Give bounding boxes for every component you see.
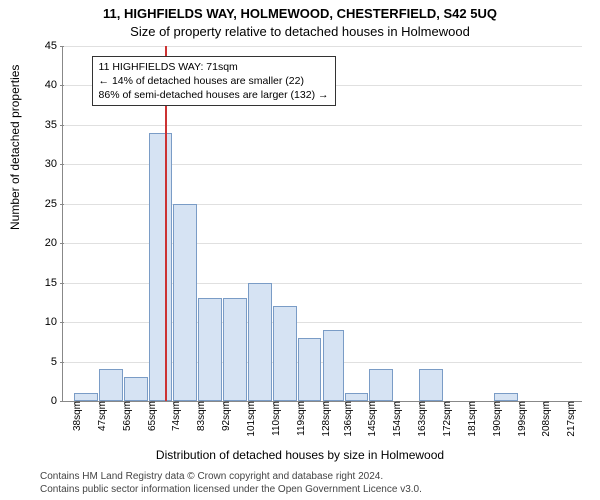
gridline [63, 204, 582, 205]
gridline [63, 283, 582, 284]
histogram-bar [74, 393, 98, 401]
y-tick-label: 0 [51, 395, 63, 407]
footer-line-2: Contains public sector information licen… [40, 484, 590, 497]
gridline [63, 164, 582, 165]
x-tick-label: 38sqm [68, 401, 83, 431]
y-tick-label: 5 [51, 356, 63, 368]
x-tick-label: 208sqm [537, 401, 552, 437]
chart-title: 11, HIGHFIELDS WAY, HOLMEWOOD, CHESTERFI… [0, 6, 600, 21]
gridline [63, 125, 582, 126]
x-tick-label: 154sqm [388, 401, 403, 437]
histogram-bar [369, 369, 393, 401]
histogram-plot: 05101520253035404538sqm47sqm56sqm65sqm74… [62, 46, 582, 402]
histogram-bar [223, 298, 247, 401]
histogram-bar [273, 306, 297, 401]
histogram-bar [149, 133, 173, 401]
gridline [63, 322, 582, 323]
x-tick-label: 217sqm [562, 401, 577, 437]
histogram-bar [494, 393, 518, 401]
histogram-bar [124, 377, 148, 401]
annotation-line: 86% of semi-detached houses are larger (… [99, 88, 329, 102]
y-tick-label: 15 [45, 277, 63, 289]
x-tick-label: 65sqm [143, 401, 158, 431]
x-tick-label: 56sqm [118, 401, 133, 431]
x-tick-label: 83sqm [192, 401, 207, 431]
y-axis-label: Number of detached properties [8, 65, 22, 230]
x-tick-label: 92sqm [217, 401, 232, 431]
x-tick-label: 181sqm [463, 401, 478, 437]
x-tick-label: 145sqm [363, 401, 378, 437]
x-axis-label: Distribution of detached houses by size … [0, 448, 600, 462]
histogram-bar [173, 204, 197, 401]
histogram-bar [198, 298, 222, 401]
y-tick-label: 30 [45, 158, 63, 170]
y-tick-label: 25 [45, 198, 63, 210]
x-tick-label: 163sqm [413, 401, 428, 437]
x-tick-label: 119sqm [292, 401, 307, 436]
x-tick-label: 199sqm [513, 401, 528, 437]
x-tick-label: 128sqm [317, 401, 332, 437]
histogram-bar [345, 393, 369, 401]
chart-subtitle: Size of property relative to detached ho… [0, 24, 600, 39]
x-tick-label: 110sqm [267, 401, 282, 436]
histogram-bar [298, 338, 322, 401]
x-tick-label: 74sqm [167, 401, 182, 431]
y-tick-label: 40 [45, 79, 63, 91]
histogram-bar [419, 369, 443, 401]
x-tick-label: 172sqm [438, 401, 453, 437]
histogram-bar [323, 330, 344, 401]
annotation-box: 11 HIGHFIELDS WAY: 71sqm← 14% of detache… [92, 56, 336, 107]
annotation-line: 11 HIGHFIELDS WAY: 71sqm [99, 60, 329, 74]
y-tick-label: 10 [45, 316, 63, 328]
attribution-footer: Contains HM Land Registry data © Crown c… [40, 471, 590, 496]
annotation-line: ← 14% of detached houses are smaller (22… [99, 74, 329, 88]
y-tick-label: 20 [45, 237, 63, 249]
x-tick-label: 47sqm [93, 401, 108, 431]
y-tick-label: 45 [45, 40, 63, 52]
x-tick-label: 136sqm [339, 401, 354, 437]
footer-line-1: Contains HM Land Registry data © Crown c… [40, 471, 590, 484]
gridline [63, 46, 582, 47]
histogram-bar [248, 283, 272, 401]
gridline [63, 243, 582, 244]
x-tick-label: 101sqm [242, 401, 257, 437]
x-tick-label: 190sqm [488, 401, 503, 437]
y-tick-label: 35 [45, 119, 63, 131]
histogram-bar [99, 369, 123, 401]
